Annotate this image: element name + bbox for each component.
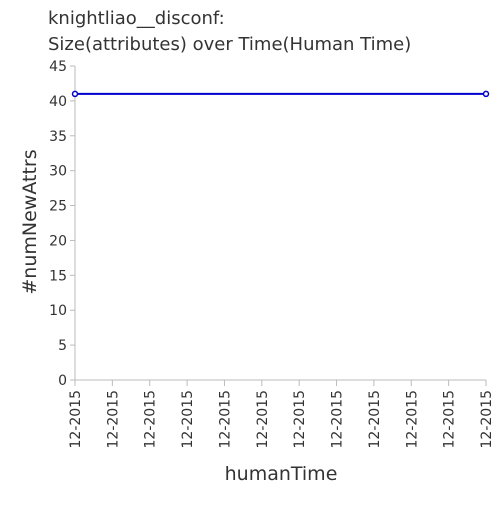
y-tick-label: 30: [49, 164, 67, 180]
data-point: [71, 90, 79, 98]
series-group: [71, 90, 490, 98]
y-tick-label: 5: [58, 338, 67, 354]
data-point: [482, 90, 490, 98]
y-tick-label: 40: [49, 94, 67, 110]
x-tick-label: 12-2015: [180, 390, 196, 449]
y-tick-label: 45: [49, 59, 67, 75]
y-tick-label: 20: [49, 233, 67, 249]
x-axis-label: humanTime: [225, 463, 338, 485]
y-axis-label: #numNewAttrs: [19, 149, 41, 294]
x-tick-label: 12-2015: [143, 390, 159, 449]
x-tick-label: 12-2015: [292, 390, 308, 449]
y-axis-ticks: 0 5 10 15 20 25 30 35 40 45: [49, 59, 75, 389]
x-tick-label: 12-2015: [479, 390, 495, 449]
x-axis-ticks: 12-2015 12-2015 12-2015 12-2015 12-2015 12-20…: [68, 380, 495, 449]
y-tick-label: 15: [49, 268, 67, 284]
y-tick-label: 10: [49, 303, 67, 319]
x-tick-label: 12-2015: [404, 390, 420, 449]
y-tick-label: 25: [49, 199, 67, 215]
x-tick-label: 12-2015: [330, 390, 346, 449]
y-tick-label: 0: [58, 373, 67, 389]
x-tick-label: 12-2015: [255, 390, 271, 449]
x-tick-label: 12-2015: [442, 390, 458, 449]
chart-title-line-2: Size(attributes) over Time(Human Time): [48, 34, 411, 55]
x-tick-label: 12-2015: [217, 390, 233, 449]
y-tick-label: 35: [49, 129, 67, 145]
x-tick-label: 12-2015: [105, 390, 121, 449]
x-tick-label: 12-2015: [367, 390, 383, 449]
x-tick-label: 12-2015: [68, 390, 84, 449]
chart-title-line-1: knightliao__disconf:: [48, 8, 225, 29]
